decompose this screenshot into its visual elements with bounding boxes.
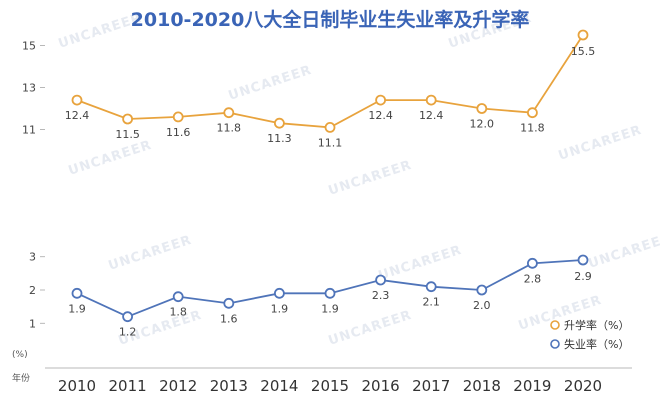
y-tick-label: 11 <box>22 124 36 137</box>
y-tick-label: 3 <box>29 251 36 264</box>
data-label: 1.8 <box>169 306 187 319</box>
data-point <box>223 297 235 309</box>
legend-marker <box>550 339 560 349</box>
data-label: 2.0 <box>473 299 491 312</box>
x-tick-label: 2011 <box>109 377 147 395</box>
data-point <box>577 29 589 41</box>
y-tick-label: 15 <box>22 40 36 53</box>
series-line-0 <box>76 34 584 129</box>
data-label: 12.4 <box>65 109 90 122</box>
data-point <box>273 117 285 129</box>
data-point <box>273 287 285 299</box>
data-point <box>172 291 184 303</box>
data-point <box>375 94 387 106</box>
data-label: 1.2 <box>119 326 137 339</box>
y-tick-label: 2 <box>29 284 36 297</box>
data-label: 1.9 <box>321 302 339 315</box>
data-label: 2.8 <box>524 272 542 285</box>
data-label: 11.6 <box>166 126 191 139</box>
data-point <box>476 284 488 296</box>
x-tick-label: 2017 <box>412 377 450 395</box>
watermark-text: UNCAREER <box>227 63 314 104</box>
x-tick-label: 2019 <box>513 377 551 395</box>
data-point <box>375 274 387 286</box>
x-axis-label: 年份 <box>12 372 30 384</box>
data-point <box>577 254 589 266</box>
data-label: 11.5 <box>115 128 140 141</box>
data-point <box>527 107 538 119</box>
watermark-text: UNCAREER <box>327 158 414 199</box>
data-point <box>425 94 437 106</box>
data-point <box>476 103 488 114</box>
x-tick-label: 2016 <box>362 377 400 395</box>
series-layer: 12.4 11.5 11.6 11.8 11.3 11.1 12.4 12.4 12.0 11.8… <box>65 29 596 339</box>
data-point <box>122 311 133 323</box>
x-tick-label: 2015 <box>311 377 349 395</box>
legend-label: 失业率（%） <box>564 337 629 351</box>
y-unit-label: (%) <box>12 350 28 360</box>
y-tick-label: 1 <box>29 317 36 330</box>
chart-title: 2010-2020八大全日制毕业生失业率及升学率 <box>131 8 530 31</box>
data-point <box>527 257 538 269</box>
legend-label: 升学率（%） <box>564 318 629 332</box>
data-label: 11.8 <box>520 122 545 135</box>
data-point <box>425 281 437 293</box>
watermark-text: UNCAREER <box>587 231 660 272</box>
x-tick-label: 2014 <box>260 377 298 395</box>
x-tick-label: 2020 <box>564 377 602 395</box>
x-tick-label: 2018 <box>463 377 501 395</box>
data-label: 2.1 <box>422 296 440 309</box>
data-point <box>71 287 83 299</box>
data-label: 1.9 <box>68 302 86 315</box>
data-point <box>223 107 235 119</box>
y-tick-label: 13 <box>22 82 36 95</box>
data-label: 1.9 <box>271 302 289 315</box>
data-label: 11.8 <box>217 122 242 135</box>
x-ticks: 2010 2011 2012 2013 2014 2015 2016 2017 2018 2019… <box>58 377 602 395</box>
x-tick-label: 2013 <box>210 377 248 395</box>
data-label: 12.4 <box>368 109 393 122</box>
x-tick-label: 2010 <box>58 377 96 395</box>
data-label: 11.3 <box>267 132 292 145</box>
legend-marker <box>550 320 560 330</box>
data-point <box>71 94 83 106</box>
data-label: 15.5 <box>571 45 596 58</box>
watermark-text: UNCAREER <box>67 138 154 179</box>
watermark-text: UNCAREER <box>107 233 194 274</box>
data-label: 12.0 <box>470 118 495 131</box>
data-point <box>122 113 133 125</box>
legend: 升学率（%） 失业率（%） <box>550 318 629 351</box>
data-label: 1.6 <box>220 312 238 325</box>
data-point <box>324 122 336 133</box>
watermark-text: UNCAREER <box>327 308 414 349</box>
data-label: 2.3 <box>372 289 390 302</box>
data-point <box>172 111 184 123</box>
data-label: 11.1 <box>318 136 343 149</box>
x-tick-label: 2012 <box>159 377 197 395</box>
watermark-layer: UNCAREER UNCAREER UNCAREER UNCAREER UNCAREER… <box>57 11 660 349</box>
y-ticks: 11 13 15 1 2 3 <box>22 40 45 330</box>
watermark-text: UNCAREER <box>557 123 644 164</box>
watermark-text: UNCAREER <box>377 243 464 284</box>
data-label: 12.4 <box>419 109 444 122</box>
data-point <box>324 287 336 299</box>
data-label: 2.9 <box>574 270 592 283</box>
